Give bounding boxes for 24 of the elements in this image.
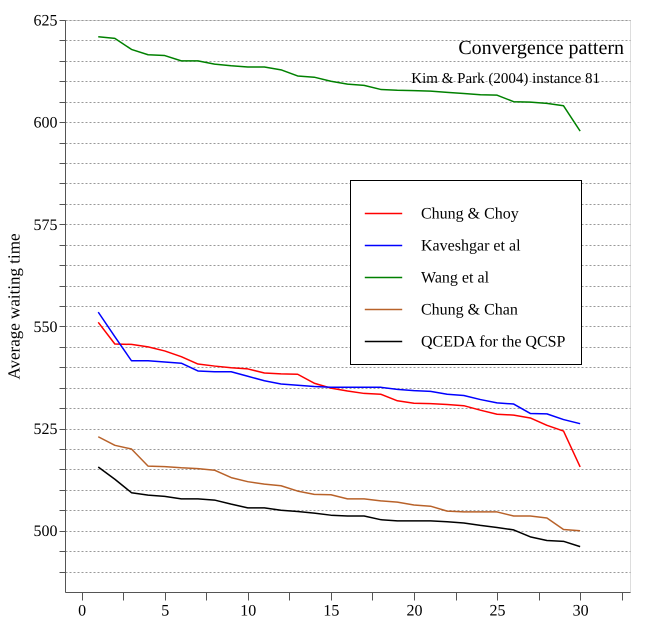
x-tick-label: 15 [323,602,340,619]
y-tick-label: 625 [34,12,58,30]
x-tick-label: 30 [572,602,589,619]
legend-label: Chung & Choy [421,206,519,222]
y-tick-label: 500 [34,523,58,540]
line-series [97,466,581,548]
y-tick-label: 600 [34,114,58,132]
y-tick-label: 575 [34,216,58,234]
x-tick-label: 25 [490,602,506,619]
x-tick-label: 0 [78,602,86,619]
y-tick-label: 550 [34,318,58,336]
x-tick-label: 10 [240,602,256,619]
legend-label: QCEDA for the QCSP [421,334,566,350]
legend-label: Kaveshgar et al [421,238,522,254]
x-tick-label: 20 [406,602,422,619]
text: Convergence pattern [458,37,624,59]
text: Kim & Park (2004) instance 81 [411,71,600,87]
line-series [97,322,581,468]
x-tick-label: 5 [161,602,170,619]
y-tick-label: 525 [34,421,58,438]
legend-label: Wang et al [421,270,490,286]
legend-label: Chung & Chan [421,302,518,318]
line-series [97,436,581,532]
y-axis-title: Average waiting time [4,233,24,380]
